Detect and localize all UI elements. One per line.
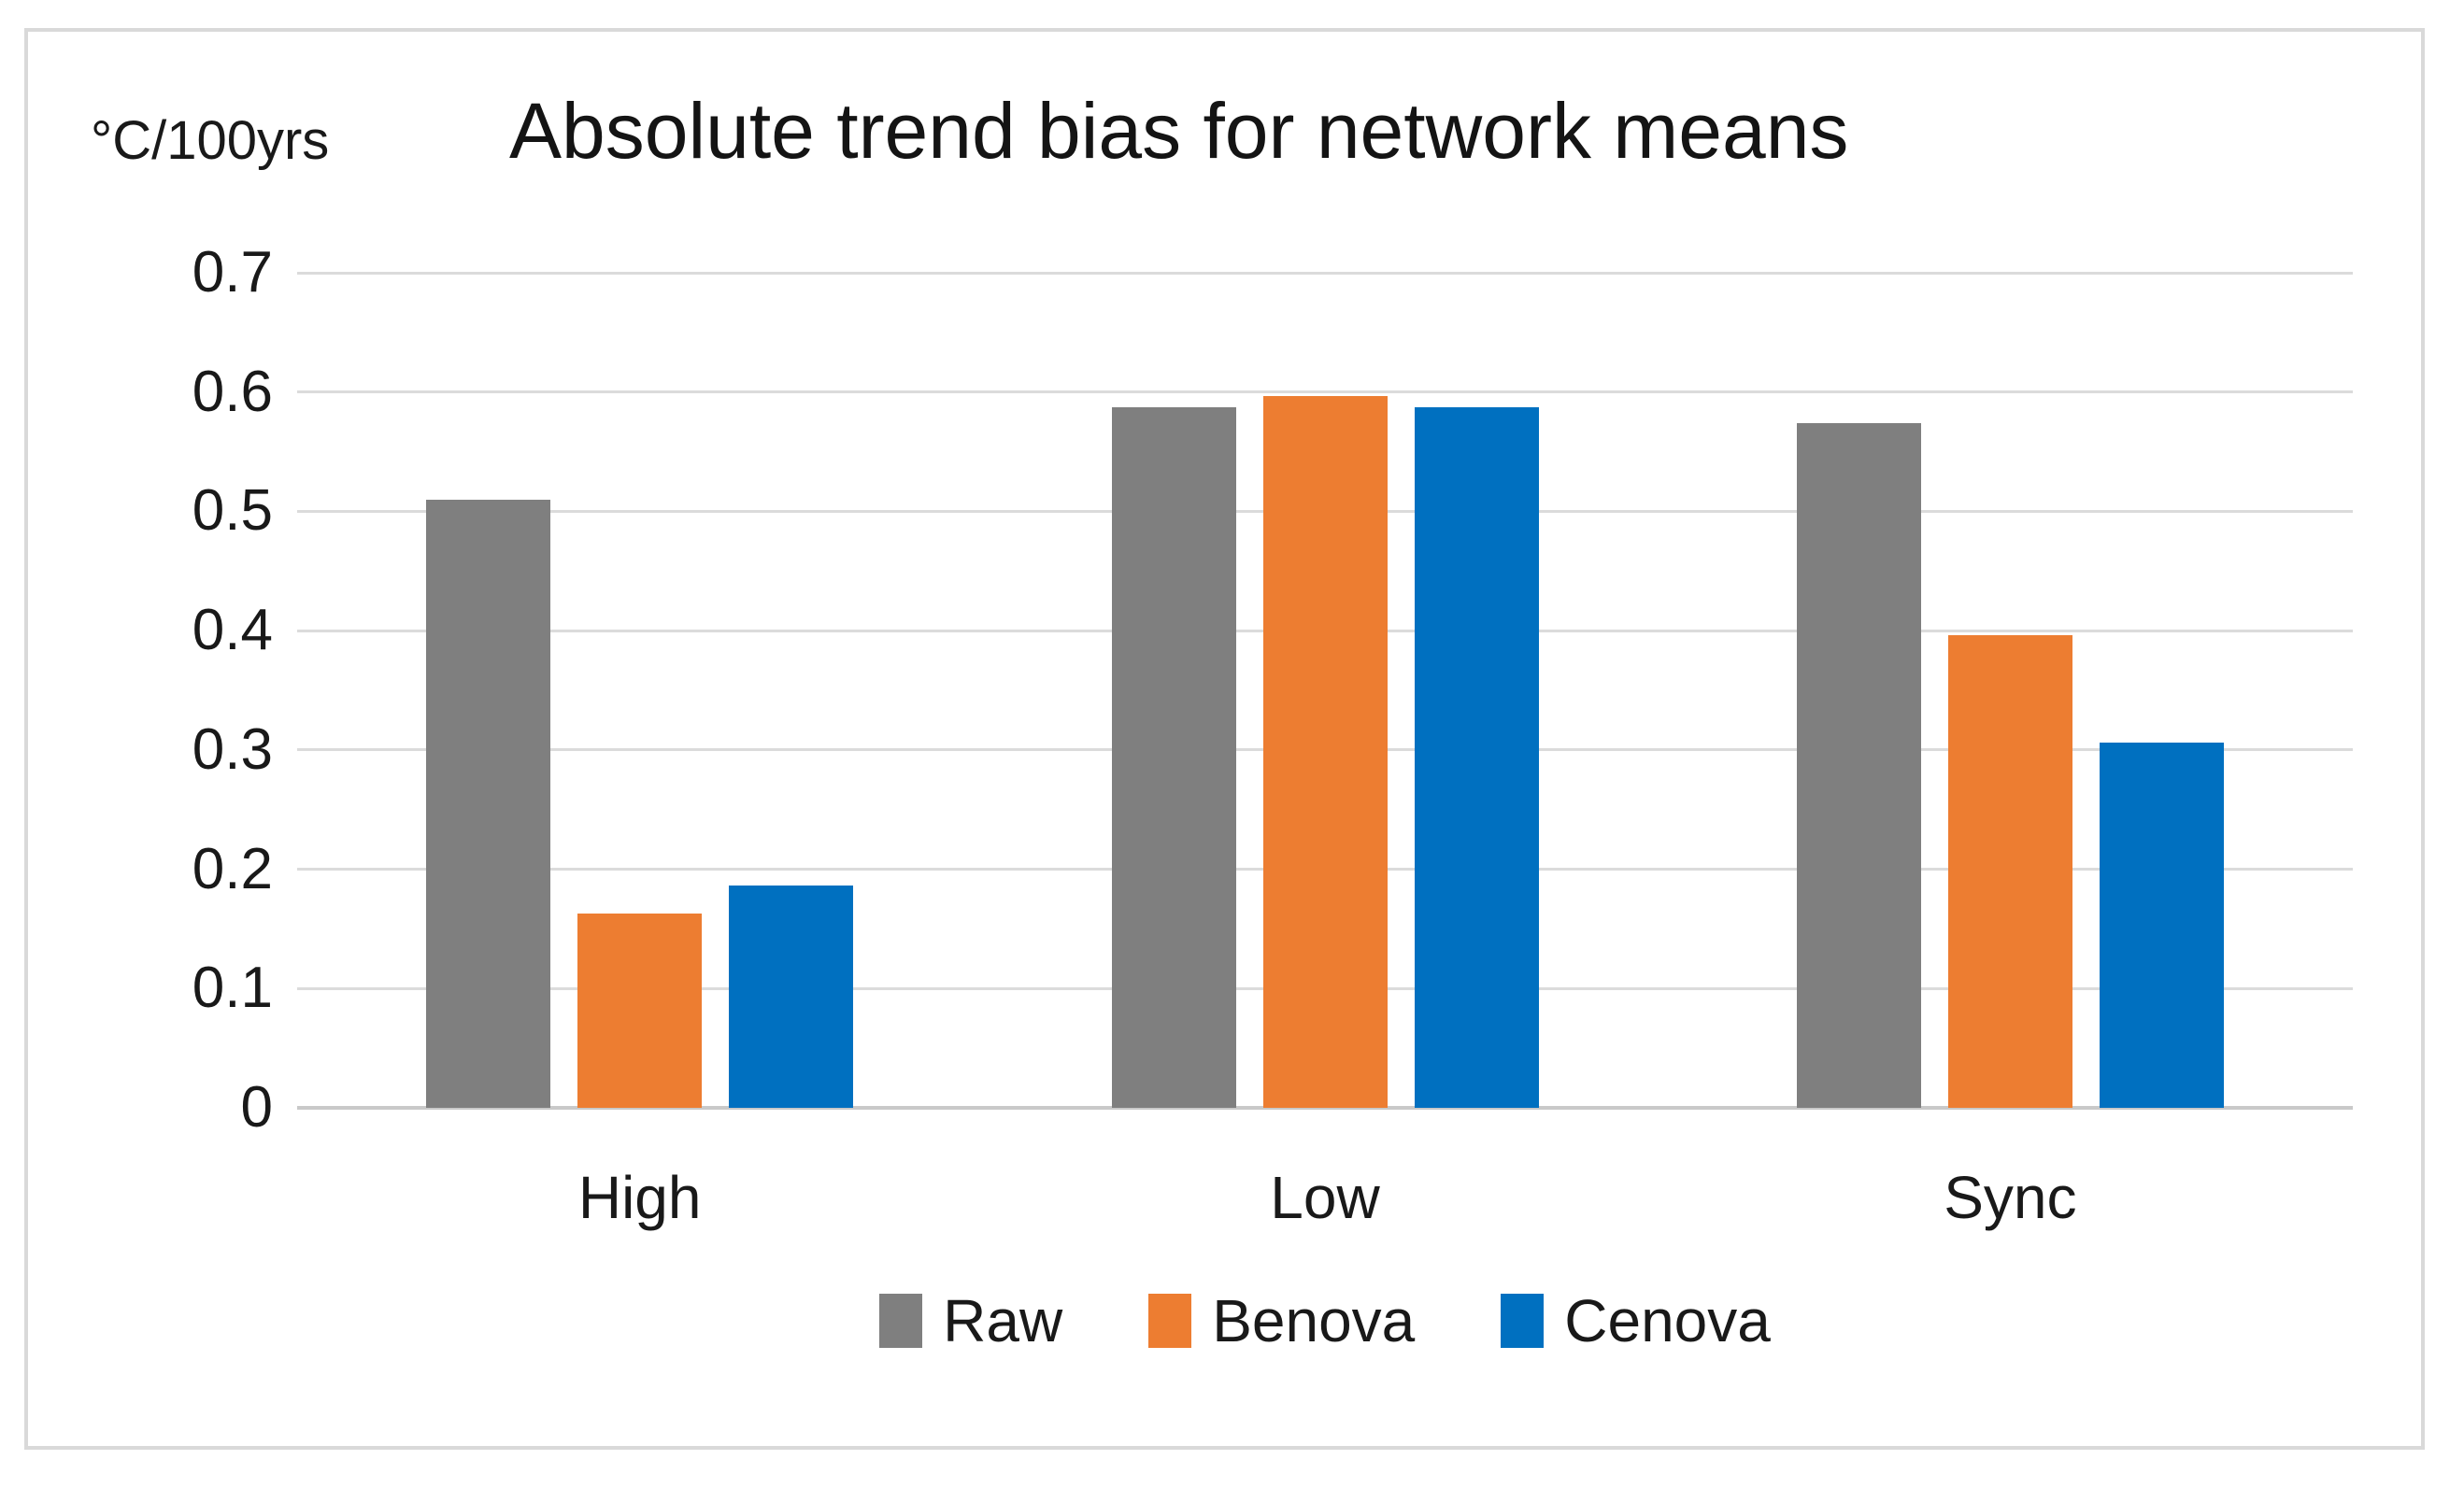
legend-marker-cenova: [1501, 1294, 1545, 1348]
legend: Raw Benova Cenova: [297, 1291, 2353, 1351]
gridline: [297, 271, 2353, 275]
x-category-label-sync: Sync: [1944, 1164, 2077, 1231]
x-category-label-high: High: [577, 1164, 702, 1231]
plot-area: [297, 271, 2353, 1110]
legend-marker-benova: [1148, 1294, 1192, 1348]
legend-label-benova: Benova: [1212, 1287, 1416, 1354]
legend-marker-raw: [879, 1294, 923, 1348]
y-tick-label: 0.2: [192, 836, 273, 901]
x-category-label-low: Low: [1270, 1164, 1380, 1231]
y-tick-label: 0.1: [192, 956, 273, 1021]
bar-cenova-sync: [2099, 743, 2224, 1108]
y-tick-label: 0.6: [192, 359, 273, 424]
gridline: [297, 390, 2353, 394]
legend-label-raw: Raw: [943, 1287, 1063, 1354]
chart-title: Absolute trend bias for network means: [509, 87, 1849, 175]
chart-frame: °C/100yrs Absolute trend bias for networ…: [24, 28, 2425, 1450]
legend-item-cenova: Cenova: [1501, 1291, 1771, 1351]
x-axis-line: [297, 1106, 2353, 1110]
legend-item-raw: Raw: [879, 1291, 1062, 1351]
y-tick-label: 0.3: [192, 716, 273, 782]
bar-raw-high: [426, 499, 551, 1108]
y-tick-label: 0.4: [192, 598, 273, 663]
y-tick-label: 0.7: [192, 240, 273, 305]
bar-raw-low: [1111, 407, 1236, 1108]
bar-benova-sync: [1947, 635, 2072, 1108]
y-tick-label: 0: [240, 1075, 273, 1140]
y-tick-label: 0.5: [192, 478, 273, 544]
bar-cenova-high: [729, 886, 854, 1108]
bar-raw-sync: [1796, 422, 1921, 1108]
legend-item-benova: Benova: [1148, 1291, 1415, 1351]
bar-benova-low: [1262, 395, 1388, 1108]
bar-benova-high: [577, 913, 703, 1108]
y-axis-unit-label: °C/100yrs: [91, 110, 330, 171]
bar-cenova-low: [1414, 407, 1539, 1108]
legend-label-cenova: Cenova: [1564, 1287, 1771, 1354]
